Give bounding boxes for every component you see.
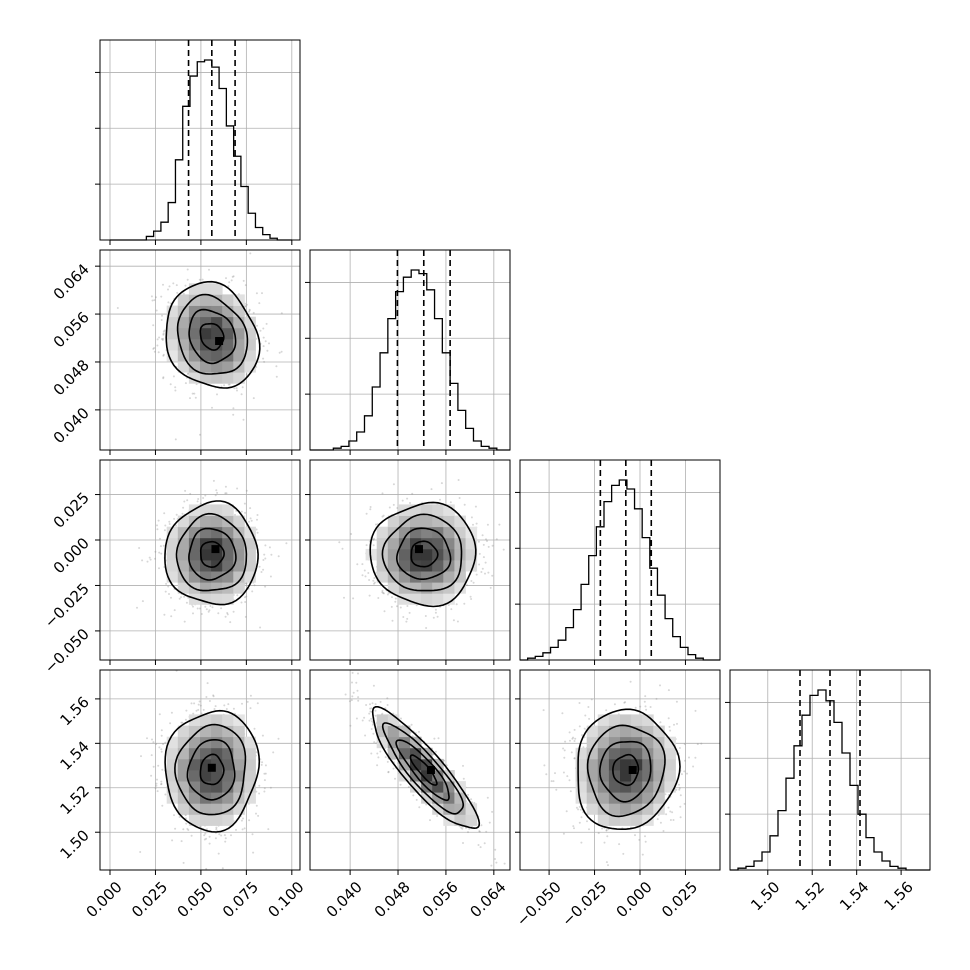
ytick-label-2-3: 0.025 (50, 489, 93, 532)
ytick-label-3-1: 1.52 (56, 782, 92, 818)
ytick-label-2-2: 0.000 (50, 534, 93, 577)
pair-4-contour-0 (409, 754, 438, 786)
pair-panel-0-3 (99, 669, 301, 871)
hist-0-steps (110, 59, 292, 241)
xtick-label-1-1: 0.048 (371, 878, 414, 921)
hist-2-steps (520, 479, 720, 661)
pair-panel-1-3 (309, 669, 511, 871)
hist-panel-3 (725, 669, 931, 871)
xtick-label-1-2: 0.056 (419, 878, 462, 921)
pair-panel-1-2 (309, 459, 511, 661)
pair-panel-2-3 (519, 669, 721, 871)
hist-1-steps (310, 269, 510, 451)
hist-3-frame (729, 669, 931, 871)
pair-4-contour-1 (395, 739, 450, 802)
pair-2-contour-3 (369, 501, 477, 608)
pair-0-density (166, 283, 256, 384)
pair-2-peak (414, 545, 423, 554)
ytick-label-1-1: 0.048 (50, 356, 93, 399)
xtick-label-2-2: 0.000 (613, 878, 656, 921)
xtick-label-3-2: 1.54 (836, 878, 872, 914)
pair-2-contour-1 (395, 527, 452, 580)
pair-1-contour-1 (188, 527, 237, 581)
xtick-label-2-1: −0.025 (558, 878, 610, 930)
xtick-label-1-0: 0.040 (323, 878, 366, 921)
xtick-label-3-3: 1.56 (881, 878, 917, 914)
pair-1-contour-0 (199, 540, 225, 569)
pair-5-peak (628, 766, 637, 774)
pair-4-contour-2 (381, 722, 464, 815)
xtick-label-0-2: 0.050 (174, 878, 217, 921)
pair-3-contour-2 (174, 723, 247, 816)
hist-1-frame (309, 249, 511, 451)
ytick-label-1-2: 0.056 (50, 308, 93, 351)
pair-0-contour-3 (165, 280, 261, 389)
ytick-label-3-0: 1.50 (56, 826, 92, 862)
xtick-label-2-0: −0.050 (513, 878, 565, 930)
pair-4-frame (309, 669, 511, 871)
xtick-label-0-0: 0.000 (83, 878, 126, 921)
ytick-label-2-0: −0.050 (41, 625, 93, 677)
ytick-label-3-3: 1.56 (56, 693, 92, 729)
hist-panel-0 (95, 39, 301, 241)
pair-0-contour-2 (176, 293, 249, 375)
hist-0-frame (99, 39, 301, 241)
ytick-label-2-1: −0.025 (41, 580, 93, 632)
xtick-label-0-4: 0.100 (264, 878, 307, 921)
pair-3-peak (207, 763, 216, 772)
xtick-label-3-0: 1.50 (747, 878, 783, 914)
hist-panel-2 (515, 459, 721, 661)
pair-0-frame (99, 249, 301, 451)
pair-5-contour-3 (577, 708, 681, 830)
pair-4-contour-3 (371, 706, 481, 830)
pair-5-contour-2 (586, 724, 666, 818)
pair-3-contour-1 (186, 739, 236, 801)
pair-5-frame (519, 669, 721, 871)
pair-2-contour-2 (381, 513, 463, 592)
pair-2-frame (309, 459, 511, 661)
xtick-label-0-1: 0.025 (128, 878, 171, 921)
hist-panel-1 (305, 249, 511, 451)
pair-panel-0-2 (99, 459, 301, 661)
ytick-label-1-3: 0.064 (50, 260, 93, 303)
pair-1-contour-3 (164, 500, 259, 606)
pair-0-peak (215, 337, 224, 346)
hist-3-steps (730, 689, 930, 871)
xtick-label-1-3: 0.064 (466, 878, 509, 921)
pair-1-peak (211, 545, 220, 554)
pair-3-contour-3 (164, 709, 261, 833)
pair-0-contour-1 (188, 308, 237, 365)
xtick-label-2-3: 0.025 (658, 878, 701, 921)
pair-3-contour-0 (199, 753, 225, 786)
xtick-label-0-3: 0.075 (219, 878, 262, 921)
pair-1-frame (99, 459, 301, 661)
ytick-label-1-0: 0.040 (50, 404, 93, 447)
hist-2-frame (519, 459, 721, 661)
pair-1-contour-2 (175, 512, 248, 592)
pair-0-contour-0 (199, 322, 225, 351)
ytick-label-3-2: 1.54 (56, 737, 92, 773)
pair-5-contour-0 (612, 753, 640, 787)
pair-3-frame (99, 669, 301, 871)
pair-5-contour-1 (598, 740, 652, 803)
pair-panel-0-1 (99, 249, 301, 451)
pair-2-contour-0 (410, 540, 439, 568)
xtick-label-3-1: 1.52 (792, 878, 828, 914)
